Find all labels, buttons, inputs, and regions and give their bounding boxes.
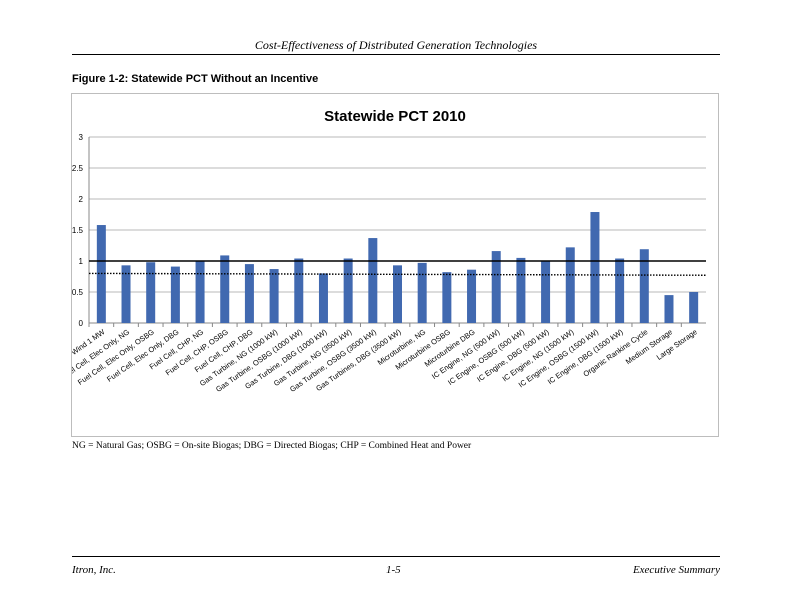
bar (590, 212, 600, 323)
bar (170, 266, 180, 323)
y-tick-label: 1 (79, 257, 84, 266)
figure-caption: Figure 1-2: Statewide PCT Without an Inc… (72, 73, 319, 85)
bar (442, 272, 452, 323)
bar (393, 265, 402, 323)
bar (689, 292, 699, 323)
bar (516, 257, 526, 323)
y-tick-label: 3 (79, 133, 84, 142)
y-tick-label: 2 (79, 195, 84, 204)
reference-line-dotted (88, 272, 707, 276)
bar (121, 265, 131, 323)
y-tick-label: 0 (79, 319, 84, 328)
bar (146, 262, 156, 323)
bar (343, 258, 353, 323)
bar (368, 238, 378, 323)
bar (565, 247, 575, 323)
bar (417, 262, 427, 323)
chart-container: Statewide PCT 2010 0 0.5 1 1.5 2 2.5 3 Wind 1 MW… (60, 93, 719, 437)
header-rule (72, 54, 720, 55)
bar (318, 273, 328, 323)
chart-title: Statewide PCT 2010 (324, 108, 466, 125)
bar (220, 255, 230, 323)
bar (269, 269, 279, 323)
bar (294, 258, 304, 323)
footer-company: Itron, Inc. (72, 564, 116, 576)
bar (664, 295, 674, 323)
y-tick-label: 2.5 (72, 164, 84, 173)
y-tick-label: 1.5 (72, 226, 84, 235)
bar (615, 258, 625, 323)
page-number: 1-5 (386, 564, 401, 576)
footer-section: Executive Summary (632, 564, 720, 576)
running-header: Cost-Effectiveness of Distributed Genera… (254, 38, 538, 52)
bar (639, 249, 649, 323)
figure-note: NG = Natural Gas; OSBG = On-site Biogas;… (72, 441, 472, 451)
bar (541, 261, 551, 323)
bar (467, 269, 477, 323)
bar (491, 251, 501, 323)
footer-rule (72, 556, 720, 557)
bar (195, 261, 205, 323)
y-tick-label: 0.5 (72, 288, 84, 297)
bar (244, 264, 254, 323)
